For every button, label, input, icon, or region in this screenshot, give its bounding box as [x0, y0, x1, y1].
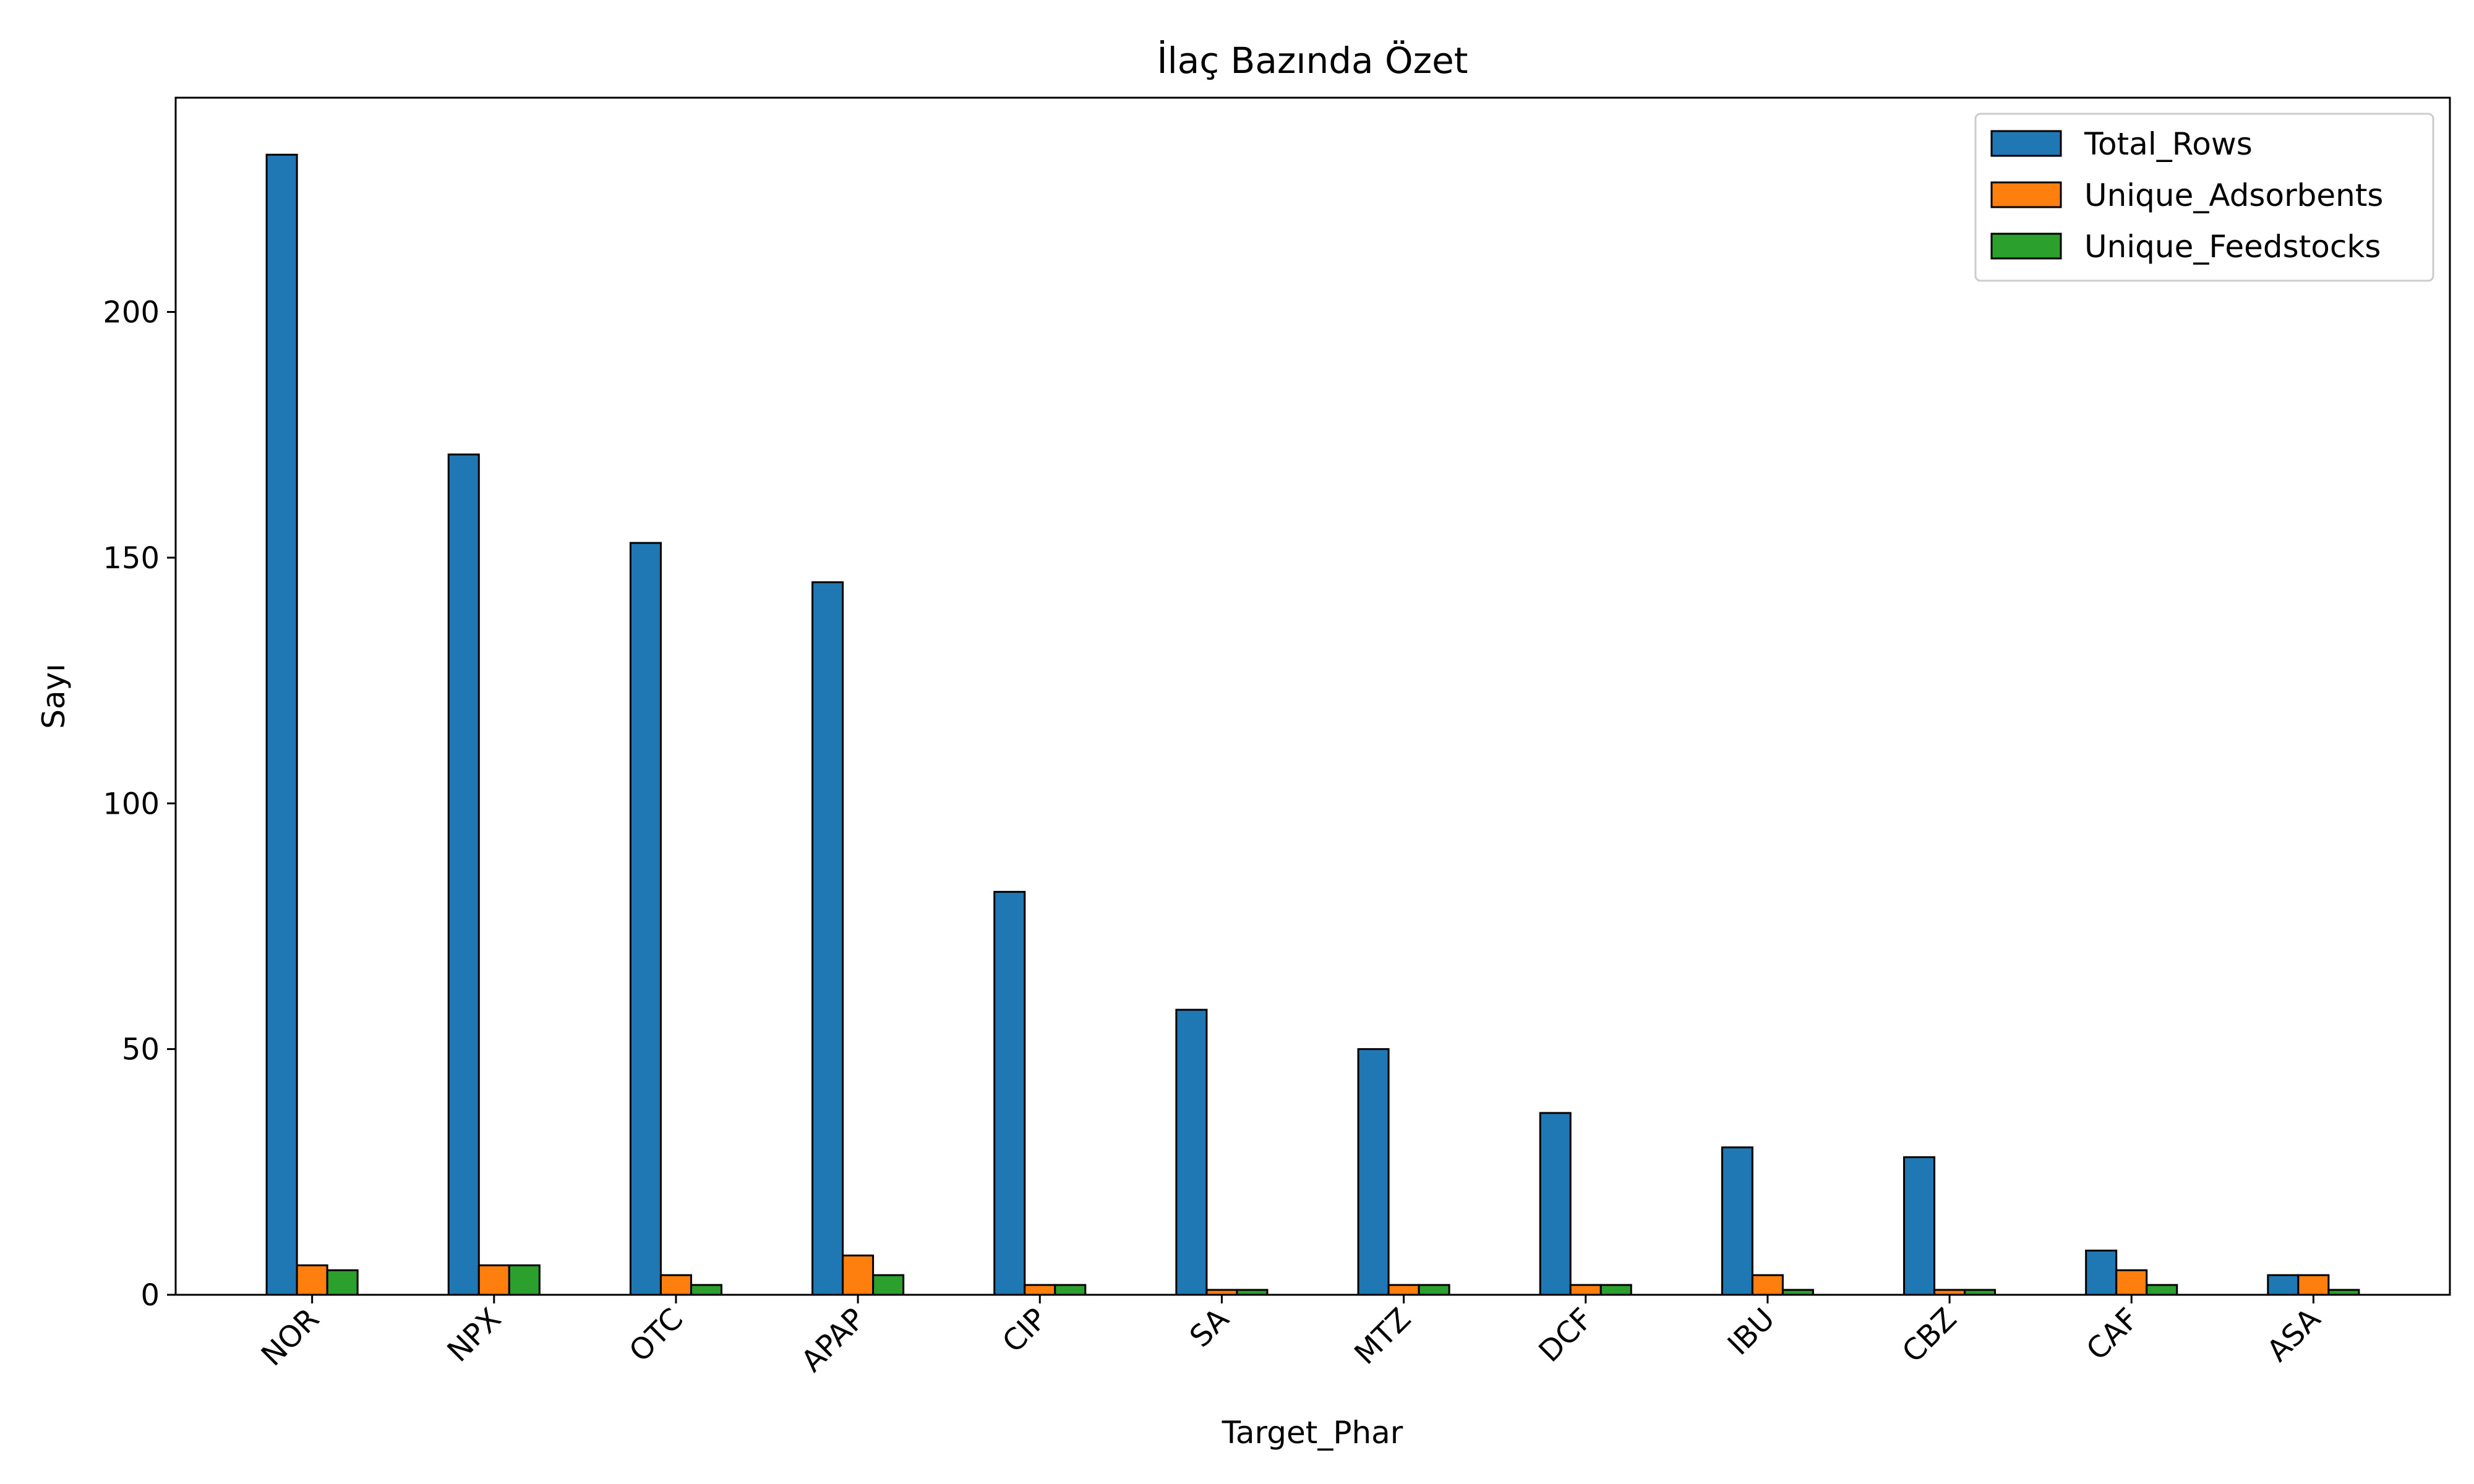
bar-total-rows-sa	[1175, 1009, 1208, 1296]
plot-area-frame	[174, 96, 2451, 1296]
y-tick-label: 150	[103, 541, 160, 576]
bar-unique-adsorbents-dcf	[1569, 1284, 1602, 1296]
bar-total-rows-apap	[811, 581, 844, 1296]
bar-unique-adsorbents-apap	[842, 1254, 875, 1296]
bar-total-rows-cip	[993, 890, 1026, 1296]
bars-group	[265, 153, 2360, 1296]
bar-unique-feedstocks-otc	[690, 1284, 722, 1296]
bar-total-rows-nor	[265, 153, 298, 1296]
bar-total-rows-mtz	[1357, 1048, 1390, 1296]
bar-total-rows-asa	[2267, 1274, 2300, 1296]
bar-unique-adsorbents-cip	[1024, 1284, 1056, 1296]
y-axis-label: Sayı	[36, 663, 72, 729]
bar-unique-adsorbents-npx	[477, 1264, 510, 1296]
bar-total-rows-otc	[629, 542, 662, 1296]
legend-label-total-rows: Total_Rows	[2084, 126, 2253, 162]
bar-total-rows-ibu	[1721, 1146, 1753, 1296]
legend-label-unique-adsorbents: Unique_Adsorbents	[2084, 177, 2383, 213]
bar-unique-feedstocks-apap	[872, 1274, 905, 1296]
legend-swatch-total-rows	[1990, 130, 2062, 157]
bar-unique-feedstocks-dcf	[1599, 1284, 1632, 1296]
bar-total-rows-npx	[447, 453, 480, 1296]
y-tick-label: 200	[103, 296, 160, 330]
bar-unique-feedstocks-mtz	[1418, 1284, 1450, 1296]
x-axis-label: Target_Phar	[1222, 1415, 1403, 1451]
bar-unique-feedstocks-caf	[2146, 1284, 2178, 1296]
bar-unique-adsorbents-ibu	[1751, 1274, 1784, 1296]
bar-total-rows-caf	[2085, 1249, 2118, 1296]
chart-title: İlaç Bazında Özet	[1157, 40, 1468, 82]
bar-unique-adsorbents-mtz	[1387, 1284, 1420, 1296]
y-tick-label: 100	[103, 787, 160, 821]
legend-swatch-unique-feedstocks	[1990, 232, 2062, 260]
bar-unique-adsorbents-caf	[2115, 1269, 2148, 1296]
bar-unique-feedstocks-nor	[326, 1269, 359, 1296]
bar-unique-feedstocks-npx	[508, 1264, 541, 1296]
bar-unique-adsorbents-asa	[2297, 1274, 2330, 1296]
legend-swatch-unique-adsorbents	[1990, 181, 2062, 208]
legend-box	[1974, 113, 2434, 282]
y-axis: 0 50 100 150 200	[103, 296, 176, 1313]
bar-unique-adsorbents-otc	[659, 1274, 692, 1296]
legend-label-unique-feedstocks: Unique_Feedstocks	[2084, 229, 2381, 265]
bar-unique-adsorbents-nor	[296, 1264, 328, 1296]
bar-total-rows-dcf	[1539, 1112, 1572, 1296]
legend: Total_Rows Unique_Adsorbents Unique_Feedst…	[1974, 113, 2434, 282]
bar-unique-feedstocks-cip	[1054, 1284, 1087, 1296]
y-tick-label: 0	[140, 1278, 160, 1313]
bar-total-rows-cbz	[1903, 1156, 1936, 1296]
y-tick-label: 50	[122, 1033, 160, 1067]
